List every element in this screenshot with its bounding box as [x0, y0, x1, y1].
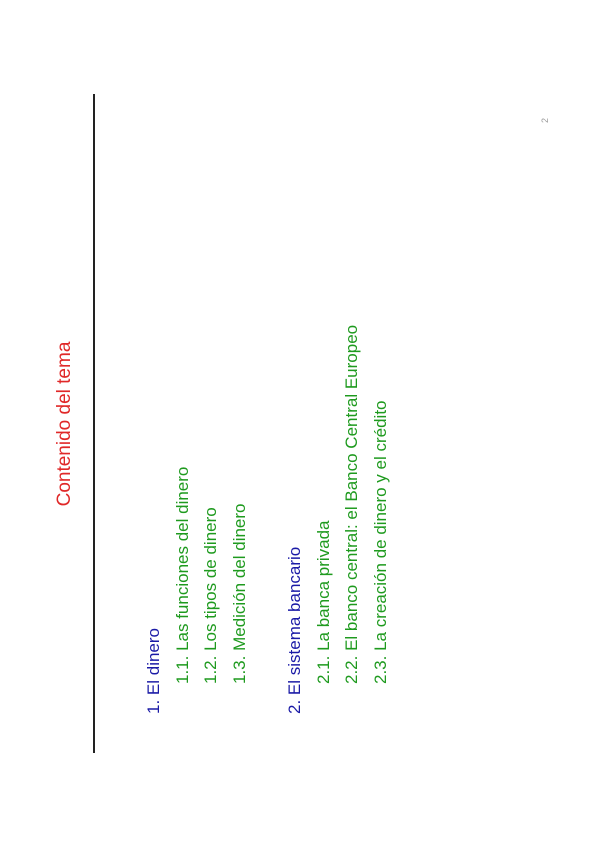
toc-section-1: 1. El dinero: [144, 628, 163, 714]
toc-item-1-3: 1.3. Medición del dinero: [229, 503, 249, 684]
toc-item-2-3: 2.3. La creación de dinero y el crédito: [370, 400, 390, 684]
table-of-contents: 1. El dinero 1.1. Las funciones del dine…: [140, 325, 395, 714]
title-divider: [93, 94, 95, 753]
toc-item-1-2: 1.2. Los tipos de dinero: [201, 507, 220, 684]
toc-item-2-2: 2.2. El banco central: el Banco Central …: [342, 324, 361, 684]
toc-item-1-1: 1.1. Las funciones del dinero: [172, 466, 192, 684]
slide-title: Contenido del tema: [54, 341, 75, 507]
toc-section-2: 2. El sistema bancario: [285, 546, 304, 714]
section-spacer: [254, 325, 281, 714]
page-number: 2: [540, 117, 550, 123]
toc-item-2-1: 2.1. La banca privada: [313, 520, 333, 684]
